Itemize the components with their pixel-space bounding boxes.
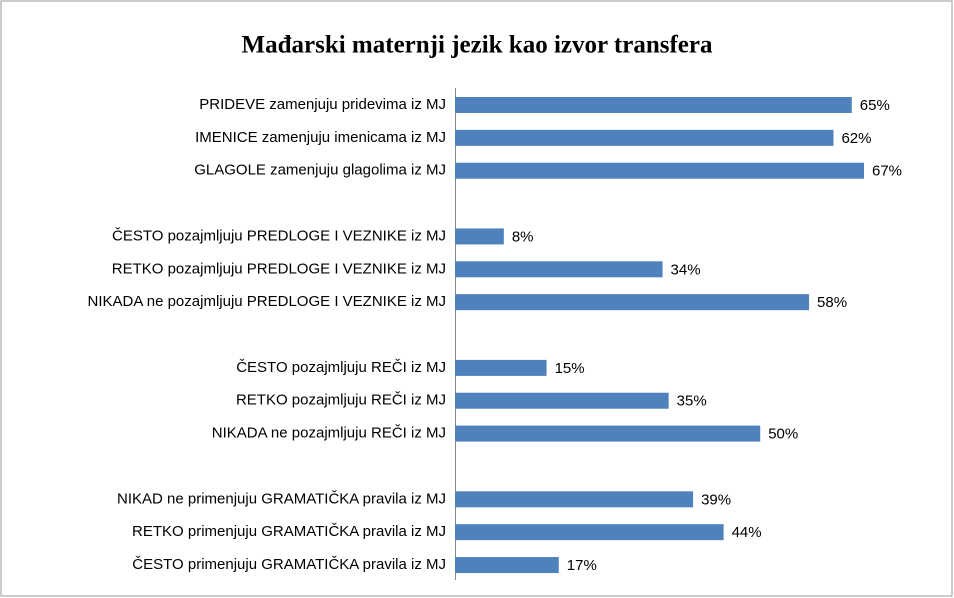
value-label: 15% [555,360,585,377]
bar [455,425,761,442]
value-label: 17% [567,557,597,574]
value-label: 67% [872,163,902,180]
value-label: 62% [841,130,871,147]
category-label: NIKAD ne primenjuju GRAMATIČKA pravila i… [117,490,446,507]
bar [455,524,724,541]
value-label: 65% [860,97,890,114]
value-label: 50% [768,426,798,443]
bar [455,392,669,409]
chart-title: Mađarski maternji jezik kao izvor transf… [242,32,713,59]
value-label: 8% [512,228,534,245]
bar [455,261,663,278]
category-label: ČESTO primenjuju GRAMATIČKA pravila iz M… [132,556,446,573]
category-label: RETKO primenjuju GRAMATIČKA pravila iz M… [132,523,446,540]
category-label: NIKADA ne pozajmljuju PREDLOGE I VEZNIKE… [88,293,446,310]
value-label: 35% [677,393,707,410]
value-label: 34% [671,261,701,278]
value-label: 39% [701,491,731,508]
bar [455,294,810,311]
category-label: RETKO pozajmljuju REČI iz MJ [236,392,446,409]
value-label: 44% [732,524,762,541]
bar [455,97,852,113]
category-label: IMENICE zamenjuju imenicama iz MJ [195,129,446,146]
bar [455,129,834,146]
value-label: 58% [817,294,847,311]
category-label: PRIDEVE zamenjuju pridevima iz MJ [199,96,446,113]
category-label: ČESTO pozajmljuju PREDLOGE I VEZNIKE iz … [112,227,446,244]
category-label: RETKO pozajmljuju PREDLOGE I VEZNIKE iz … [112,260,446,277]
bar [455,162,864,179]
category-label: NIKADA ne pozajmljuju REČI iz MJ [212,425,446,442]
bar [455,228,504,245]
bar [455,491,694,508]
bar [455,557,559,574]
bar [455,359,547,376]
category-label: GLAGOLE zamenjuju glagolima iz MJ [194,162,446,179]
category-label: ČESTO pozajmljuju REČI iz MJ [236,359,446,376]
